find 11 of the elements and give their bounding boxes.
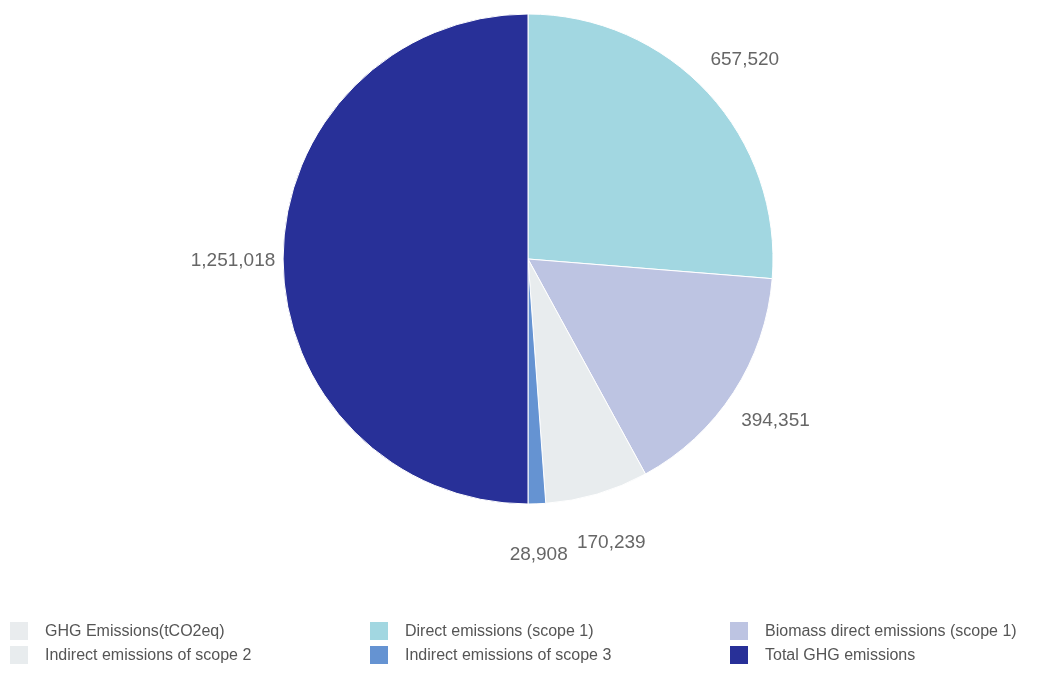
data-label: 28,908 bbox=[509, 543, 568, 565]
legend-label: Biomass direct emissions (scope 1) bbox=[765, 622, 1017, 640]
legend-label: GHG Emissions(tCO2eq) bbox=[45, 622, 225, 640]
data-label: 657,520 bbox=[710, 48, 780, 70]
data-label: 170,239 bbox=[576, 531, 646, 553]
legend-label: Indirect emissions of scope 2 bbox=[45, 646, 252, 664]
legend-label: Total GHG emissions bbox=[765, 646, 916, 664]
legend-label: Indirect emissions of scope 3 bbox=[405, 646, 612, 664]
legend-label: Direct emissions (scope 1) bbox=[405, 622, 594, 640]
data-label: 394,351 bbox=[741, 409, 810, 431]
data-label: 1,251,018 bbox=[190, 248, 276, 270]
